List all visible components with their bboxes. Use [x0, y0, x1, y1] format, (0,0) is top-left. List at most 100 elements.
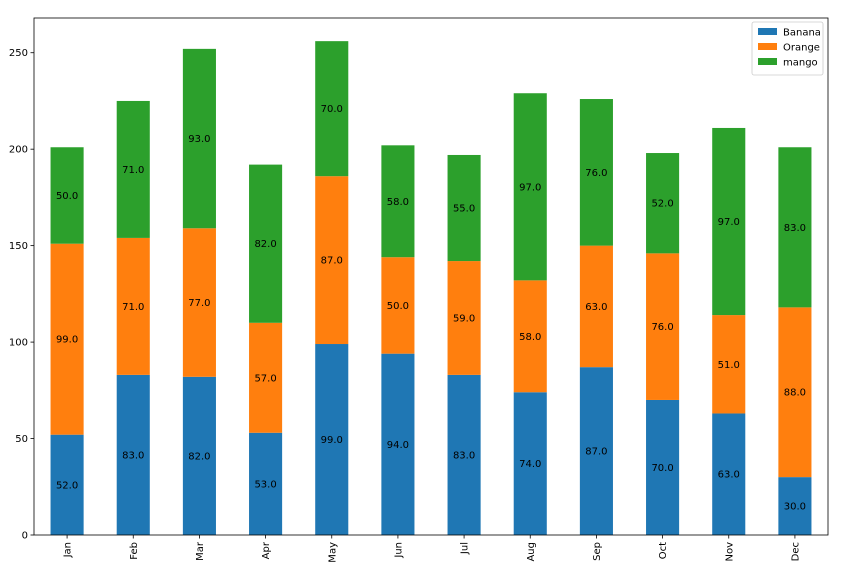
data-label-mango-aug: 97.0 — [519, 182, 541, 193]
data-label-mango-oct: 52.0 — [651, 199, 673, 210]
data-label-banana-nov: 63.0 — [718, 470, 740, 481]
data-label-banana-may: 99.0 — [321, 435, 343, 446]
bar-banana-aug — [513, 392, 547, 535]
bar-mango-mar — [182, 48, 216, 229]
bar-orange-feb — [116, 237, 150, 375]
data-label-orange-feb: 71.0 — [122, 302, 144, 313]
bar-mango-dec — [778, 147, 812, 308]
legend-swatch-orange — [758, 43, 777, 50]
bar-mango-jul — [447, 154, 481, 262]
bars-layer — [50, 41, 812, 535]
legend-label-mango: mango — [783, 58, 818, 69]
bar-orange-aug — [513, 280, 547, 393]
data-label-mango-mar: 93.0 — [188, 134, 210, 145]
bar-orange-oct — [646, 253, 680, 400]
bar-banana-jan — [50, 434, 84, 535]
data-label-mango-apr: 82.0 — [254, 239, 276, 250]
bar-orange-dec — [778, 307, 812, 478]
bar-orange-mar — [182, 228, 216, 377]
bar-banana-sep — [579, 367, 613, 535]
bar-banana-apr — [249, 432, 283, 535]
data-label-orange-mar: 77.0 — [188, 298, 210, 309]
x-tick-label-feb: Feb — [129, 542, 140, 560]
bar-orange-jun — [381, 257, 415, 354]
data-label-banana-jul: 83.0 — [453, 450, 475, 461]
bar-banana-feb — [116, 374, 150, 535]
bar-mango-aug — [513, 93, 547, 281]
y-tick-label-0: 0 — [22, 531, 28, 542]
data-label-banana-mar: 82.0 — [188, 451, 210, 462]
x-tick-label-oct: Oct — [658, 542, 669, 559]
bar-banana-may — [315, 344, 349, 535]
bar-orange-jan — [50, 243, 84, 435]
data-label-mango-may: 70.0 — [321, 104, 343, 115]
bar-orange-may — [315, 176, 349, 345]
data-label-orange-sep: 63.0 — [585, 302, 607, 313]
bar-mango-may — [315, 41, 349, 177]
y-tick-label-150: 150 — [9, 241, 28, 252]
data-label-mango-jun: 58.0 — [387, 197, 409, 208]
bar-mango-nov — [712, 127, 746, 316]
bar-banana-jul — [447, 374, 481, 535]
bar-mango-oct — [646, 153, 680, 254]
y-tick-label-50: 50 — [15, 434, 28, 445]
data-labels-layer: 52.0 99.0 50.0 83.0 71.0 71.0 82.0 77.0 93.0 53.0… — [56, 104, 806, 512]
bar-orange-nov — [712, 315, 746, 414]
data-label-orange-may: 87.0 — [321, 256, 343, 267]
bar-mango-sep — [579, 99, 613, 246]
y-tick-label-100: 100 — [9, 338, 28, 349]
bar-orange-sep — [579, 245, 613, 368]
data-label-mango-jan: 50.0 — [56, 191, 78, 202]
bar-mango-jan — [50, 147, 84, 244]
data-label-banana-jun: 94.0 — [387, 440, 409, 451]
bar-mango-jun — [381, 145, 415, 258]
data-label-orange-dec: 88.0 — [784, 388, 806, 399]
bar-banana-mar — [182, 376, 216, 535]
legend: Banana Orange mango — [751, 21, 824, 76]
legend-swatch-mango — [758, 58, 777, 65]
bar-banana-dec — [778, 477, 812, 535]
data-label-banana-feb: 83.0 — [122, 450, 144, 461]
data-label-banana-jan: 52.0 — [56, 480, 78, 491]
bar-mango-feb — [116, 100, 150, 238]
data-label-mango-dec: 83.0 — [784, 223, 806, 234]
data-label-mango-jul: 55.0 — [453, 204, 475, 215]
data-label-banana-oct: 70.0 — [651, 463, 673, 474]
bar-orange-jul — [447, 261, 481, 375]
data-label-banana-aug: 74.0 — [519, 459, 541, 470]
data-label-banana-dec: 30.0 — [784, 502, 806, 513]
bar-banana-jun — [381, 353, 415, 535]
x-tick-label-nov: Nov — [724, 542, 735, 562]
legend-swatch-banana — [758, 28, 777, 35]
data-label-orange-jul: 59.0 — [453, 313, 475, 324]
legend-label-orange: Orange — [783, 43, 820, 54]
x-tick-label-mar: Mar — [195, 541, 206, 561]
x-tick-label-sep: Sep — [592, 542, 603, 561]
y-tick-label-200: 200 — [9, 145, 28, 156]
data-label-mango-sep: 76.0 — [585, 168, 607, 179]
data-label-orange-oct: 76.0 — [651, 322, 673, 333]
legend-label-banana: Banana — [783, 28, 821, 39]
axes-layer: 0 50 100 150 200 250 Jan Feb Mar Apr May Jun Jul Aug S… — [9, 17, 829, 563]
data-label-orange-aug: 58.0 — [519, 332, 541, 343]
x-tick-label-jul: Jul — [460, 542, 471, 555]
plot-frame — [33, 17, 829, 536]
data-label-orange-apr: 57.0 — [254, 373, 276, 384]
bar-banana-nov — [712, 413, 746, 535]
x-tick-label-jun: Jun — [393, 542, 404, 559]
data-label-mango-nov: 97.0 — [718, 217, 740, 228]
bar-mango-apr — [249, 164, 283, 323]
data-label-banana-apr: 53.0 — [254, 479, 276, 490]
data-label-mango-feb: 71.0 — [122, 165, 144, 176]
data-label-banana-sep: 87.0 — [585, 447, 607, 458]
x-tick-label-apr: Apr — [261, 541, 272, 559]
data-label-orange-nov: 51.0 — [718, 360, 740, 371]
bar-orange-apr — [249, 322, 283, 433]
x-tick-label-dec: Dec — [790, 542, 801, 561]
x-tick-label-aug: Aug — [526, 542, 537, 562]
x-tick-label-may: May — [327, 542, 338, 563]
x-tick-label-jan: Jan — [63, 542, 74, 558]
bar-banana-oct — [646, 399, 680, 535]
